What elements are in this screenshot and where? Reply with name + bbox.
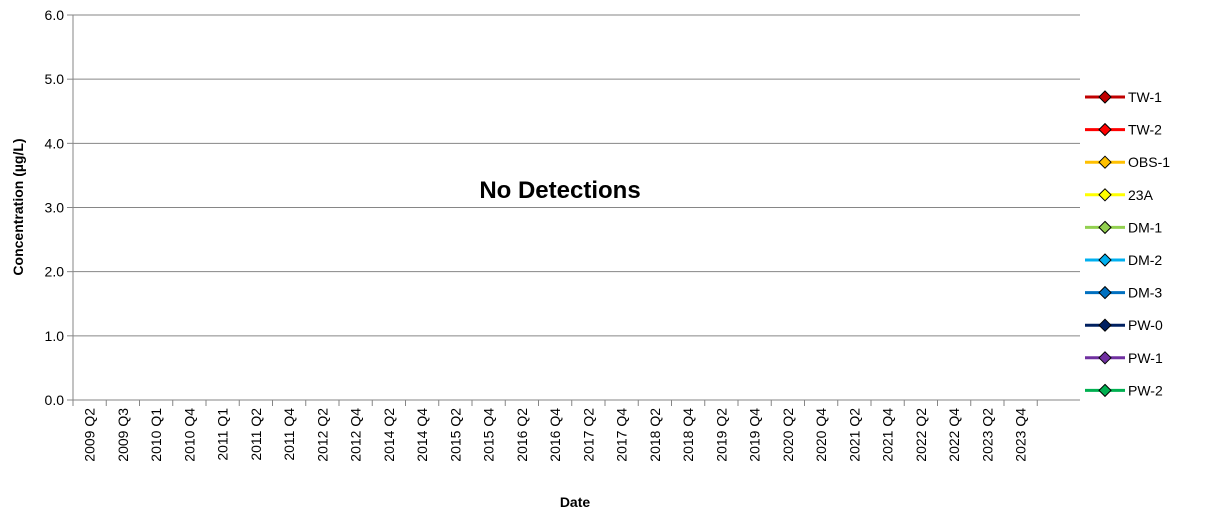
legend-marker	[1098, 188, 1112, 202]
y-tick-label: 1.0	[45, 328, 65, 344]
y-tick-label: 6.0	[45, 7, 65, 23]
legend-marker	[1098, 351, 1112, 365]
legend-entry: DM-1	[1085, 219, 1162, 235]
legend-marker	[1098, 220, 1112, 235]
y-tick-label: 5.0	[45, 71, 65, 87]
x-tick-label: 2017 Q2	[580, 408, 596, 462]
legend-marker	[1098, 155, 1112, 169]
x-tick-label: 2015 Q2	[447, 408, 463, 462]
x-tick-label: 2009 Q2	[82, 408, 98, 462]
x-tick-label: 2022 Q4	[946, 408, 962, 462]
x-tick-label: 2020 Q4	[813, 408, 829, 462]
x-tick-label: 2011 Q2	[248, 408, 264, 461]
x-tick-label: 2010 Q1	[148, 408, 164, 462]
x-tick-label: 2017 Q4	[614, 408, 630, 462]
legend-entry: DM-3	[1085, 285, 1162, 301]
x-tick-label: 2014 Q2	[381, 408, 397, 462]
gridlines	[73, 14, 1080, 401]
legend-label: PW-2	[1128, 382, 1163, 398]
legend-label: DM-3	[1128, 285, 1162, 301]
x-tick-label: 2023 Q4	[1013, 408, 1029, 462]
x-tick-label: 2020 Q2	[780, 408, 796, 462]
y-axis-title: Concentration (µg/L)	[10, 138, 26, 275]
x-tick-label: 2018 Q2	[647, 408, 663, 462]
legend-entry: TW-2	[1085, 122, 1162, 138]
x-tick-label: 2014 Q4	[414, 408, 430, 462]
no-detections-annotation: No Detections	[479, 177, 640, 204]
legend-entry: OBS-1	[1085, 154, 1170, 170]
x-tick-label: 2022 Q2	[913, 408, 929, 462]
y-axis-tick-labels: 0.0 1.0 2.0 3.0 4.0 5.0 6.0	[45, 7, 73, 408]
y-tick-label: 0.0	[45, 392, 65, 408]
x-tick-label: 2019 Q2	[713, 408, 729, 462]
legend-entry: PW-2	[1085, 382, 1163, 398]
legend-entry: PW-1	[1085, 350, 1163, 366]
legend-label: PW-0	[1128, 317, 1163, 333]
x-tick-label: 2023 Q2	[979, 408, 995, 462]
x-axis-tick-labels: 2009 Q2 2009 Q3 2010 Q1 2010 Q4 2011 Q1 2011 …	[72, 400, 1038, 462]
x-tick-label: 2019 Q4	[747, 408, 763, 462]
x-tick-label: 2018 Q4	[680, 408, 696, 462]
legend-label: OBS-1	[1128, 154, 1170, 170]
legend-entry: 23A	[1085, 187, 1154, 203]
legend-entry: PW-0	[1085, 317, 1163, 333]
x-tick-label: 2012 Q4	[348, 408, 364, 462]
x-axis-title: Date	[560, 494, 591, 510]
legend-label: 23A	[1128, 187, 1154, 203]
legend-entry: DM-2	[1085, 252, 1162, 268]
legend-marker	[1098, 383, 1112, 398]
legend: TW-1 TW-2 OBS-1 23A DM-1 DM-2 DM-3 PW-0 PW-1 PW-2	[1085, 89, 1170, 398]
x-tick-label: 2021 Q2	[846, 408, 862, 462]
x-tick-label: 2016 Q2	[514, 408, 530, 462]
legend-marker	[1098, 285, 1112, 300]
x-tick-label: 2009 Q3	[115, 408, 131, 462]
x-tick-label: 2015 Q4	[481, 408, 497, 462]
legend-label: TW-1	[1128, 89, 1162, 105]
legend-label: DM-1	[1128, 219, 1162, 235]
legend-entry: TW-1	[1085, 89, 1162, 105]
y-tick-label: 2.0	[45, 264, 65, 280]
legend-label: DM-2	[1128, 252, 1162, 268]
legend-marker	[1098, 90, 1112, 104]
legend-label: PW-1	[1128, 350, 1163, 366]
legend-label: TW-2	[1128, 122, 1162, 138]
y-tick-label: 3.0	[45, 200, 65, 216]
x-tick-label: 2016 Q4	[547, 408, 563, 462]
legend-marker	[1098, 318, 1112, 332]
x-tick-label: 2010 Q4	[181, 408, 197, 462]
x-tick-label: 2012 Q2	[314, 408, 330, 462]
y-tick-label: 4.0	[45, 135, 65, 151]
x-tick-label: 2011 Q4	[281, 408, 297, 461]
legend-marker	[1098, 122, 1112, 137]
x-tick-label: 2011 Q1	[215, 408, 231, 461]
x-tick-label: 2021 Q4	[880, 408, 896, 462]
legend-marker	[1098, 253, 1112, 267]
